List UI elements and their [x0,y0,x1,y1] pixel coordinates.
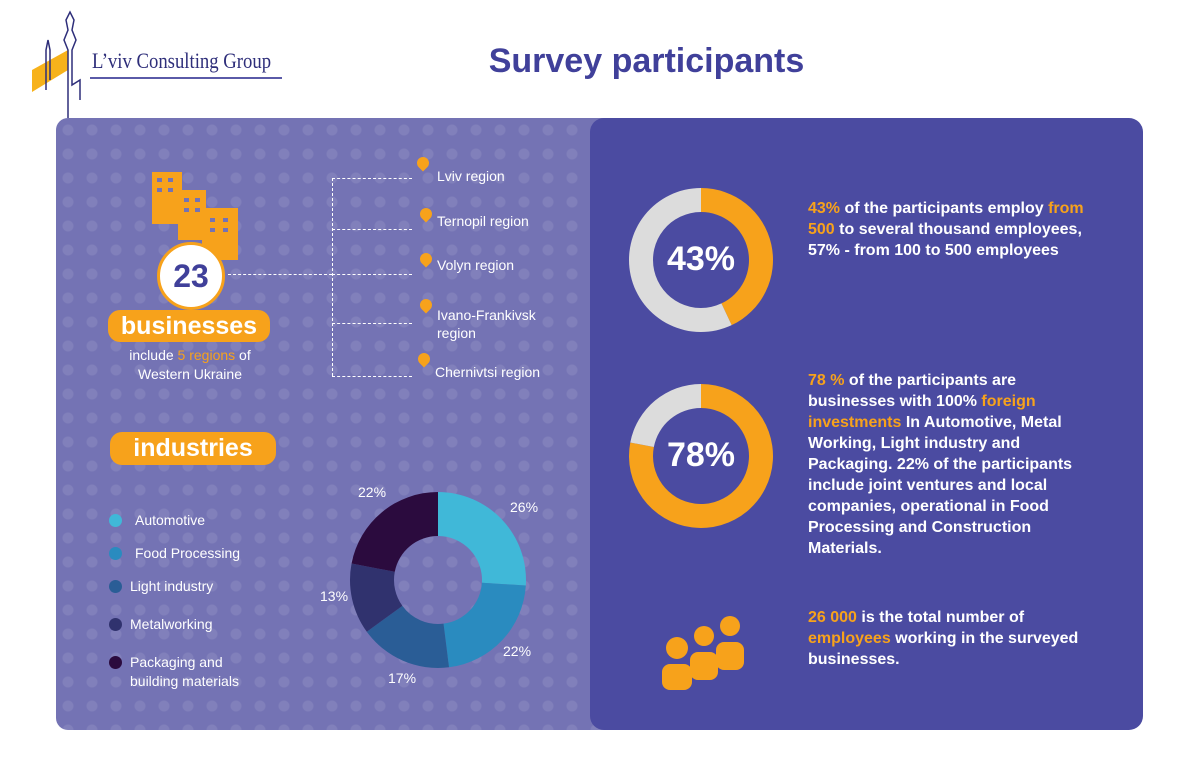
region-ivano-frankivsk: Ivano-Frankivsk region [437,307,536,341]
ring-slice-value [701,188,773,326]
connector-line [332,274,412,275]
industries-donut-chart [350,492,526,668]
slice-metalworking [350,563,403,632]
legend-automotive: Automotive [135,512,206,528]
legend-packaging: Packaging and building materials [130,654,239,689]
city-skyline-icon [32,10,81,125]
connector-line [228,274,332,275]
business-count: 23 [157,242,225,310]
slice-packaging-and-building-materials [351,492,438,572]
page-title: Survey participants [488,42,805,80]
ring-label: 78% [666,436,736,474]
connector-line [332,178,412,179]
stat-total-employees: 26 000 is the total number of employees … [808,609,1079,668]
ring-slice-rest [629,188,732,332]
businesses-label: businesses [108,310,270,342]
legend-metalworking: Metalworking [130,616,213,632]
left-panel [56,118,616,730]
ring-chart-43 [629,188,773,332]
connector-line [332,229,412,230]
data-label: 22% [358,484,387,500]
buildings-icon [152,172,238,260]
ring-label: 43% [666,240,736,278]
legend-food-processing: Food Processing [135,545,241,561]
slice-automotive [438,492,526,586]
data-label: 22% [503,643,532,659]
connector-line [332,376,412,377]
slice-light-industry [366,605,450,668]
logo-divider [90,77,282,79]
slice-food-processing [443,582,526,668]
region-volyn: Volyn region [437,257,515,273]
ring-chart-78 [629,384,773,528]
stat-foreign-investment: 78 % of the participants are businesses … [808,372,1073,557]
stat-employees-size: 43% of the participants employ from 500 … [808,200,1084,259]
data-label: 13% [320,588,349,604]
legend-swatch [109,618,122,631]
logo [28,10,88,125]
legend-swatch [109,580,122,593]
ring-slice-rest [630,384,701,448]
connector-line [332,323,412,324]
data-label: 17% [388,670,417,686]
region-chernivtsi: Chernivtsi region [435,364,541,380]
legend-light-industry: Light industry [130,578,214,594]
data-label: 26% [510,499,539,515]
industries-label: industries [110,432,276,465]
right-panel [590,118,1143,730]
region-lviv: Lviv region [437,168,505,184]
regions-caption: include 5 regions of Western Ukraine [129,347,251,382]
logo-text: L’viv Consulting Group [92,48,272,73]
connector-line [332,178,333,376]
legend-swatch [109,547,122,560]
region-ternopil: Ternopil region [437,213,529,229]
ring-slice-value [629,384,773,528]
people-icon [662,616,744,690]
legend-swatch [109,514,122,527]
legend-swatch [109,656,122,669]
